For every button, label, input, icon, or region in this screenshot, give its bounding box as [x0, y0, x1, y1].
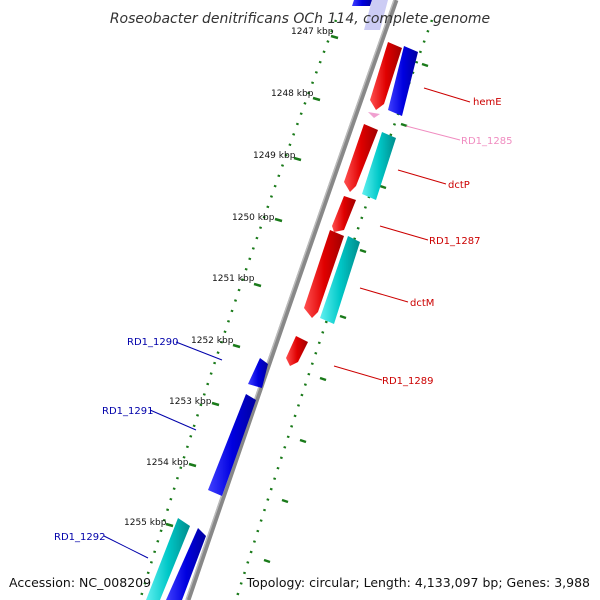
tick-label: 1249 kbp: [253, 151, 296, 161]
cds-red-2: [304, 230, 344, 318]
cds-RD1_1289: [286, 336, 308, 366]
gene-label-RD1_1292: RD1_1292: [54, 532, 105, 543]
genome-backbone: [185, 0, 399, 600]
cds-RD1_1292: [166, 528, 206, 600]
gene-label-hemE: hemE: [473, 97, 502, 108]
gene-label-RD1_1285: RD1_1285: [461, 136, 512, 147]
tick-label: 1247 kbp: [291, 27, 334, 37]
cds-RD1_1287: [332, 196, 356, 232]
gene-label-RD1_1289: RD1_1289: [382, 376, 433, 387]
tick-label: 1250 kbp: [232, 213, 275, 223]
forward-strand-features: [286, 0, 418, 366]
gene-label-dctM: dctM: [410, 298, 434, 309]
gene-label-RD1_1287: RD1_1287: [429, 236, 480, 247]
cds-cyan-1: [362, 132, 396, 200]
cds-dctM: [320, 236, 360, 324]
tick-label: 1254 kbp: [146, 458, 189, 468]
gene-label-RD1_1291: RD1_1291: [102, 406, 153, 417]
callout-lines: [103, 87, 471, 559]
cds-hemE: [370, 42, 402, 110]
reverse-strand-features: [146, 358, 268, 600]
cds-reverse-1: [388, 46, 418, 116]
gene-label-RD1_1290: RD1_1290: [127, 337, 178, 348]
genome-summary-text: Topology: circular; Length: 4,133,097 bp…: [246, 575, 590, 590]
tick-label: 1253 kbp: [169, 397, 212, 407]
gene-label-dctP: dctP: [448, 180, 470, 191]
outer-major-ticks: [263, 62, 429, 564]
cds-reverse-top: [352, 0, 372, 6]
tick-label: 1251 kbp: [212, 274, 255, 284]
accession-text: Accession: NC_008209: [9, 575, 151, 590]
tick-label: 1252 kbp: [191, 336, 234, 346]
cds-RD1_1291: [208, 394, 256, 496]
cds-RD1_1290: [248, 358, 268, 388]
cds-pale-top: [364, 0, 388, 30]
cds-dctP: [344, 124, 378, 192]
cds-cyan-bottom: [146, 518, 190, 600]
tick-label: 1248 kbp: [271, 89, 314, 99]
tick-label: 1255 kbp: [124, 518, 167, 528]
rna-RD1_1285: [368, 112, 380, 118]
kbp-ticks: 1247 kbp 1248 kbp 1249 kbp 1250 kbp 1251…: [124, 27, 339, 528]
map-title: Roseobacter denitrificans OCh 114, compl…: [110, 11, 490, 27]
